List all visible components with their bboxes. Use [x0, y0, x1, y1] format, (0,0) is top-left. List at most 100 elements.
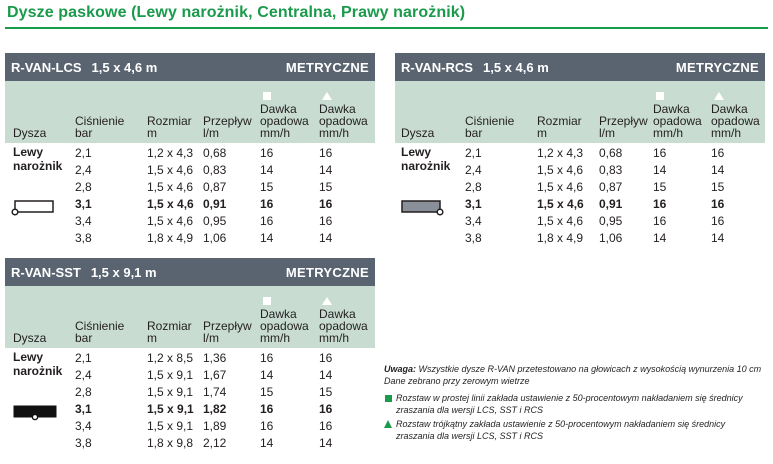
table-cell-cisnienie: 2,8 — [75, 385, 92, 399]
square-note-line-2: zraszania dla wersji LCS, SST i RCS — [396, 405, 544, 415]
table-cell-cisnienie: 2,4 — [465, 163, 482, 177]
table-row: 3,8 1,8 x 9,8 2,12 14 14 — [5, 435, 375, 451]
table-row: 2,1 1,2 x 8,5 1,36 16 16 — [5, 350, 375, 366]
column-header-line: mm/h — [260, 331, 290, 345]
table-cell-dawka_sq: 16 — [653, 197, 667, 211]
table-row: 2,4 1,5 x 4,6 0,83 14 14 — [5, 162, 375, 178]
table-cell-cisnienie: 2,1 — [75, 351, 92, 365]
white-triangle-icon — [322, 92, 332, 100]
table-cell-dawka_tri: 16 — [319, 419, 333, 433]
table-row: 3,1 1,5 x 4,6 0,91 16 16 — [5, 196, 375, 212]
table-row: 2,1 1,2 x 4,3 0,68 16 16 — [395, 145, 765, 161]
table-cell-dawka_sq: 16 — [260, 419, 274, 433]
table-cell-dawka_tri: 14 — [319, 231, 333, 245]
column-header-band — [5, 81, 375, 143]
table-cell-cisnienie: 3,1 — [75, 197, 92, 211]
model-dimensions: 1,5 x 4,6 m — [482, 59, 549, 75]
table-cell-przeplyw: 1,82 — [203, 402, 227, 416]
table-cell-dawka_tri: 14 — [711, 163, 725, 177]
panel-header: R-VAN-LCS 1,5 x 4,6 m METRYCZNE — [5, 53, 375, 81]
table-row: 3,1 1,5 x 4,6 0,91 16 16 — [395, 196, 765, 212]
column-header-line: opadowa — [319, 319, 368, 333]
column-header-line: Ciśnienie — [75, 114, 125, 128]
table-cell-dawka_tri: 16 — [711, 197, 725, 211]
table-cell-dawka_sq: 15 — [260, 180, 274, 194]
table-cell-rozmiar: 1,2 x 4,3 — [537, 146, 584, 160]
column-header-line: Dawka — [319, 307, 356, 321]
column-header-line: Rozmiar — [147, 114, 192, 128]
table-row: 3,4 1,5 x 9,1 1,89 16 16 — [5, 418, 375, 434]
table-row: 3,1 1,5 x 9,1 1,82 16 16 — [5, 401, 375, 417]
table-cell-przeplyw: 1,67 — [203, 368, 227, 382]
column-header-dawka_sq: Dawka opadowa mm/h — [260, 297, 309, 344]
unit-label: METRYCZNE — [285, 264, 369, 280]
right-strip-nozzle-icon — [399, 198, 447, 221]
unit-label: METRYCZNE — [675, 59, 759, 75]
column-header-przeplyw: Przepływ l/m — [599, 115, 648, 139]
column-header-line: l/m — [599, 126, 615, 140]
panel-body: Dysza Ciśnienie bar Rozmiar m Przepływ l/m Dawk… — [5, 286, 375, 450]
column-header-line: Ciśnienie — [75, 319, 125, 333]
table-cell-dawka_tri: 16 — [711, 146, 725, 160]
table-cell-rozmiar: 1,5 x 9,1 — [147, 402, 194, 416]
column-header-line: bar — [75, 331, 93, 345]
nozzle-label-line: Lewy — [13, 350, 44, 364]
table-cell-cisnienie: 2,1 — [465, 146, 482, 160]
table-cell-dawka_sq: 16 — [260, 351, 274, 365]
column-header-line: Rozmiar — [537, 114, 582, 128]
column-header-dawka_tri: Dawka opadowa mm/h — [319, 92, 368, 139]
table-cell-przeplyw: 0,91 — [203, 197, 227, 211]
nozzle-label: Lewy narożnik — [13, 145, 62, 173]
table-cell-dawka_sq: 14 — [260, 368, 274, 382]
table-cell-dawka_tri: 16 — [319, 402, 333, 416]
table-cell-przeplyw: 0,83 — [599, 163, 623, 177]
panel-sst: R-VAN-SST 1,5 x 9,1 m METRYCZNE Dysza Ciśnie… — [5, 258, 375, 450]
notes-block: Uwaga: Wszystkie dysze R-VAN przetestowa… — [384, 363, 769, 442]
model-title: R-VAN-SST 1,5 x 9,1 m — [11, 265, 157, 280]
column-header-dawka_sq: Dawka opadowa mm/h — [260, 92, 309, 139]
table-cell-rozmiar: 1,5 x 4,6 — [147, 197, 194, 211]
table-cell-przeplyw: 0,95 — [599, 214, 623, 228]
table-cell-przeplyw: 1,06 — [203, 231, 227, 245]
panel-rcs: R-VAN-RCS 1,5 x 4,6 m METRYCZNE Dysza Ciśnie… — [395, 53, 765, 245]
table-cell-przeplyw: 2,12 — [203, 436, 227, 450]
table-cell-rozmiar: 1,5 x 4,6 — [147, 214, 194, 228]
white-square-icon — [263, 297, 271, 305]
model-name: R-VAN-SST — [11, 264, 81, 280]
column-header-line: Dysza — [13, 331, 47, 345]
table-row: 2,4 1,5 x 4,6 0,83 14 14 — [395, 162, 765, 178]
column-header-dysza: Dysza — [401, 127, 434, 139]
triangle-note: Rozstaw trójkątny zakłada ustawienie z 5… — [384, 418, 769, 442]
table-cell-dawka_tri: 16 — [319, 197, 333, 211]
table-cell-cisnienie: 3,4 — [75, 419, 92, 433]
column-header-rozmiar: Rozmiar m — [537, 115, 582, 139]
table-cell-rozmiar: 1,2 x 8,5 — [147, 351, 194, 365]
panel-body: Dysza Ciśnienie bar Rozmiar m Przepływ l/m Dawk… — [5, 81, 375, 245]
model-name: R-VAN-LCS — [11, 59, 82, 75]
column-header-line: Dawka — [653, 102, 690, 116]
table-cell-cisnienie: 3,8 — [75, 436, 92, 450]
table-cell-cisnienie: 3,8 — [75, 231, 92, 245]
table-cell-przeplyw: 0,91 — [599, 197, 623, 211]
table-cell-rozmiar: 1,8 x 9,8 — [147, 436, 194, 450]
panel-header: R-VAN-SST 1,5 x 9,1 m METRYCZNE — [5, 258, 375, 286]
table-cell-rozmiar: 1,5 x 4,6 — [537, 163, 584, 177]
table-cell-przeplyw: 0,68 — [203, 146, 227, 160]
nozzle-label-line: narożnik — [401, 159, 451, 173]
table-cell-dawka_sq: 16 — [260, 197, 274, 211]
column-header-line: Przepływ — [203, 114, 252, 128]
column-header-line: Dawka — [711, 102, 748, 116]
table-cell-dawka_tri: 15 — [711, 180, 725, 194]
green-triangle-icon — [384, 420, 392, 428]
table-cell-dawka_tri: 16 — [319, 214, 333, 228]
table-cell-rozmiar: 1,5 x 4,6 — [537, 214, 584, 228]
table-cell-przeplyw: 1,36 — [203, 351, 227, 365]
page-title: Dysze paskowe (Lewy narożnik, Centralna,… — [7, 4, 466, 21]
table-cell-przeplyw: 1,74 — [203, 385, 227, 399]
uwaga-line-2: Dane zebrano przy zerowym wietrze — [384, 376, 530, 386]
column-header-line: mm/h — [653, 126, 683, 140]
column-header-band — [395, 81, 765, 143]
column-header-line: Przepływ — [599, 114, 648, 128]
table-cell-dawka_tri: 16 — [319, 351, 333, 365]
table-cell-rozmiar: 1,5 x 4,6 — [537, 197, 584, 211]
